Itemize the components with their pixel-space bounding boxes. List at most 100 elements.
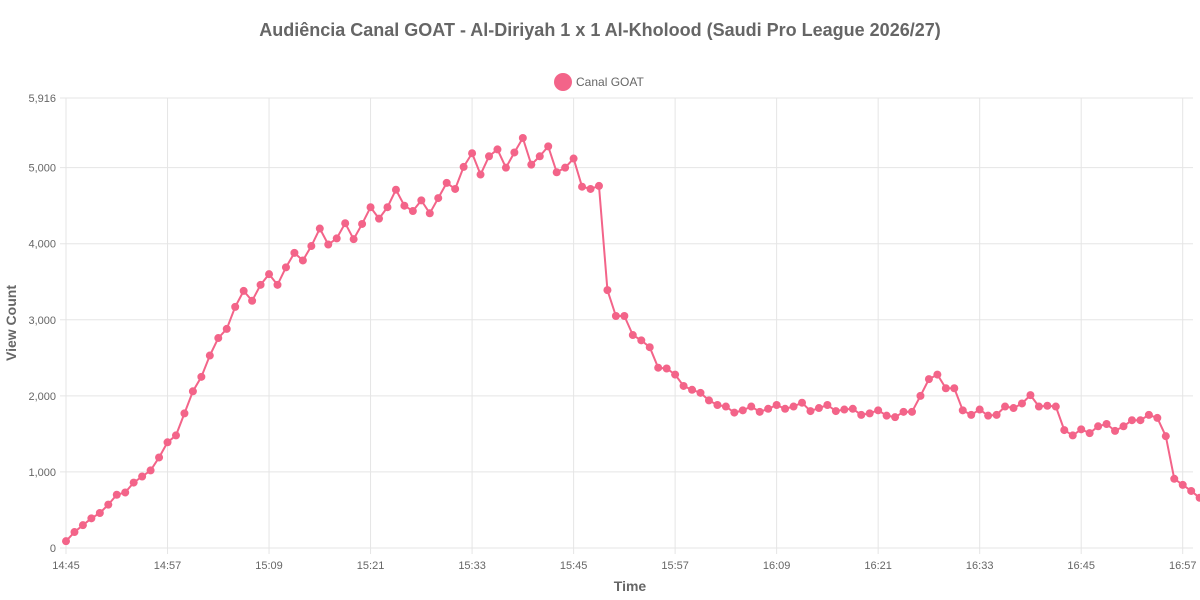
data-point[interactable] (391, 185, 400, 194)
data-point[interactable] (781, 404, 790, 413)
data-point[interactable] (1068, 431, 1077, 440)
data-point[interactable] (1001, 402, 1010, 411)
data-point[interactable] (1077, 425, 1086, 434)
data-point[interactable] (1119, 422, 1128, 431)
data-point[interactable] (798, 398, 807, 407)
data-point[interactable] (1170, 474, 1179, 483)
data-point[interactable] (1009, 404, 1018, 413)
data-point[interactable] (298, 256, 307, 265)
data-point[interactable] (1144, 410, 1153, 419)
data-point[interactable] (1051, 402, 1060, 411)
data-point[interactable] (180, 409, 189, 418)
data-point[interactable] (1102, 420, 1111, 429)
data-point[interactable] (789, 402, 798, 411)
data-point[interactable] (620, 312, 629, 320)
data-point[interactable] (645, 343, 654, 352)
data-point[interactable] (315, 224, 324, 233)
legend[interactable]: Canal GOAT (554, 73, 644, 91)
data-point[interactable] (1187, 486, 1196, 495)
data-point[interactable] (933, 370, 942, 379)
data-point[interactable] (417, 196, 426, 205)
data-point[interactable] (755, 407, 764, 416)
data-point[interactable] (188, 387, 197, 396)
data-point[interactable] (510, 148, 519, 157)
data-point[interactable] (730, 408, 739, 417)
data-point[interactable] (273, 280, 282, 289)
data-point[interactable] (358, 219, 367, 228)
data-point[interactable] (307, 242, 316, 251)
data-point[interactable] (459, 162, 468, 171)
data-point[interactable] (569, 154, 578, 163)
data-point[interactable] (806, 407, 815, 416)
data-point[interactable] (281, 263, 290, 272)
data-point[interactable] (628, 331, 637, 340)
data-point[interactable] (408, 207, 417, 216)
data-point[interactable] (561, 163, 570, 172)
data-point[interactable] (87, 514, 96, 523)
data-point[interactable] (544, 142, 553, 151)
data-point[interactable] (924, 375, 933, 384)
data-point[interactable] (874, 406, 883, 415)
data-point[interactable] (603, 286, 612, 295)
data-point[interactable] (332, 234, 341, 243)
data-point[interactable] (121, 488, 130, 497)
data-point[interactable] (62, 537, 70, 546)
data-point[interactable] (916, 391, 925, 400)
data-point[interactable] (501, 163, 510, 172)
data-point[interactable] (442, 178, 451, 187)
data-point[interactable] (375, 214, 384, 223)
data-point[interactable] (950, 384, 959, 393)
data-point[interactable] (518, 134, 527, 143)
data-point[interactable] (197, 372, 206, 381)
data-point[interactable] (721, 402, 730, 411)
data-point[interactable] (857, 410, 866, 419)
data-point[interactable] (163, 438, 172, 447)
data-point[interactable] (704, 396, 713, 405)
data-point[interactable] (975, 405, 984, 414)
data-point[interactable] (1153, 413, 1162, 422)
data-point[interactable] (637, 336, 646, 345)
data-point[interactable] (696, 388, 705, 397)
data-point[interactable] (908, 407, 916, 416)
data-point[interactable] (70, 528, 79, 537)
data-point[interactable] (1060, 426, 1069, 435)
data-point[interactable] (586, 184, 595, 193)
data-point[interactable] (493, 145, 502, 154)
data-point[interactable] (831, 407, 840, 416)
data-point[interactable] (1034, 402, 1043, 411)
data-point[interactable] (383, 203, 392, 212)
data-point[interactable] (1178, 480, 1187, 489)
data-point[interactable] (214, 334, 223, 343)
data-point[interactable] (1085, 429, 1094, 438)
data-point[interactable] (1094, 422, 1103, 431)
data-point[interactable] (1136, 416, 1145, 425)
data-point[interactable] (231, 302, 240, 311)
data-point[interactable] (899, 407, 908, 416)
data-point[interactable] (967, 410, 976, 419)
data-point[interactable] (527, 160, 536, 169)
data-point[interactable] (171, 431, 180, 440)
data-point[interactable] (290, 248, 299, 257)
data-point[interactable] (434, 194, 443, 203)
data-point[interactable] (865, 409, 874, 418)
data-point[interactable] (713, 401, 722, 409)
data-point[interactable] (1026, 391, 1035, 400)
data-point[interactable] (205, 351, 214, 360)
data-point[interactable] (95, 509, 104, 518)
data-point[interactable] (840, 405, 849, 414)
data-point[interactable] (341, 219, 350, 228)
data-point[interactable] (654, 363, 663, 372)
data-point[interactable] (248, 296, 257, 305)
data-point[interactable] (324, 240, 333, 249)
data-point[interactable] (1127, 416, 1136, 425)
data-point[interactable] (468, 149, 477, 158)
data-point[interactable] (848, 404, 857, 413)
data-point[interactable] (552, 168, 561, 177)
data-point[interactable] (1195, 493, 1200, 502)
data-point[interactable] (1017, 399, 1026, 408)
data-point[interactable] (451, 184, 460, 193)
data-point[interactable] (256, 280, 265, 289)
data-point[interactable] (823, 401, 832, 409)
data-point[interactable] (578, 182, 587, 191)
data-point[interactable] (239, 286, 248, 295)
